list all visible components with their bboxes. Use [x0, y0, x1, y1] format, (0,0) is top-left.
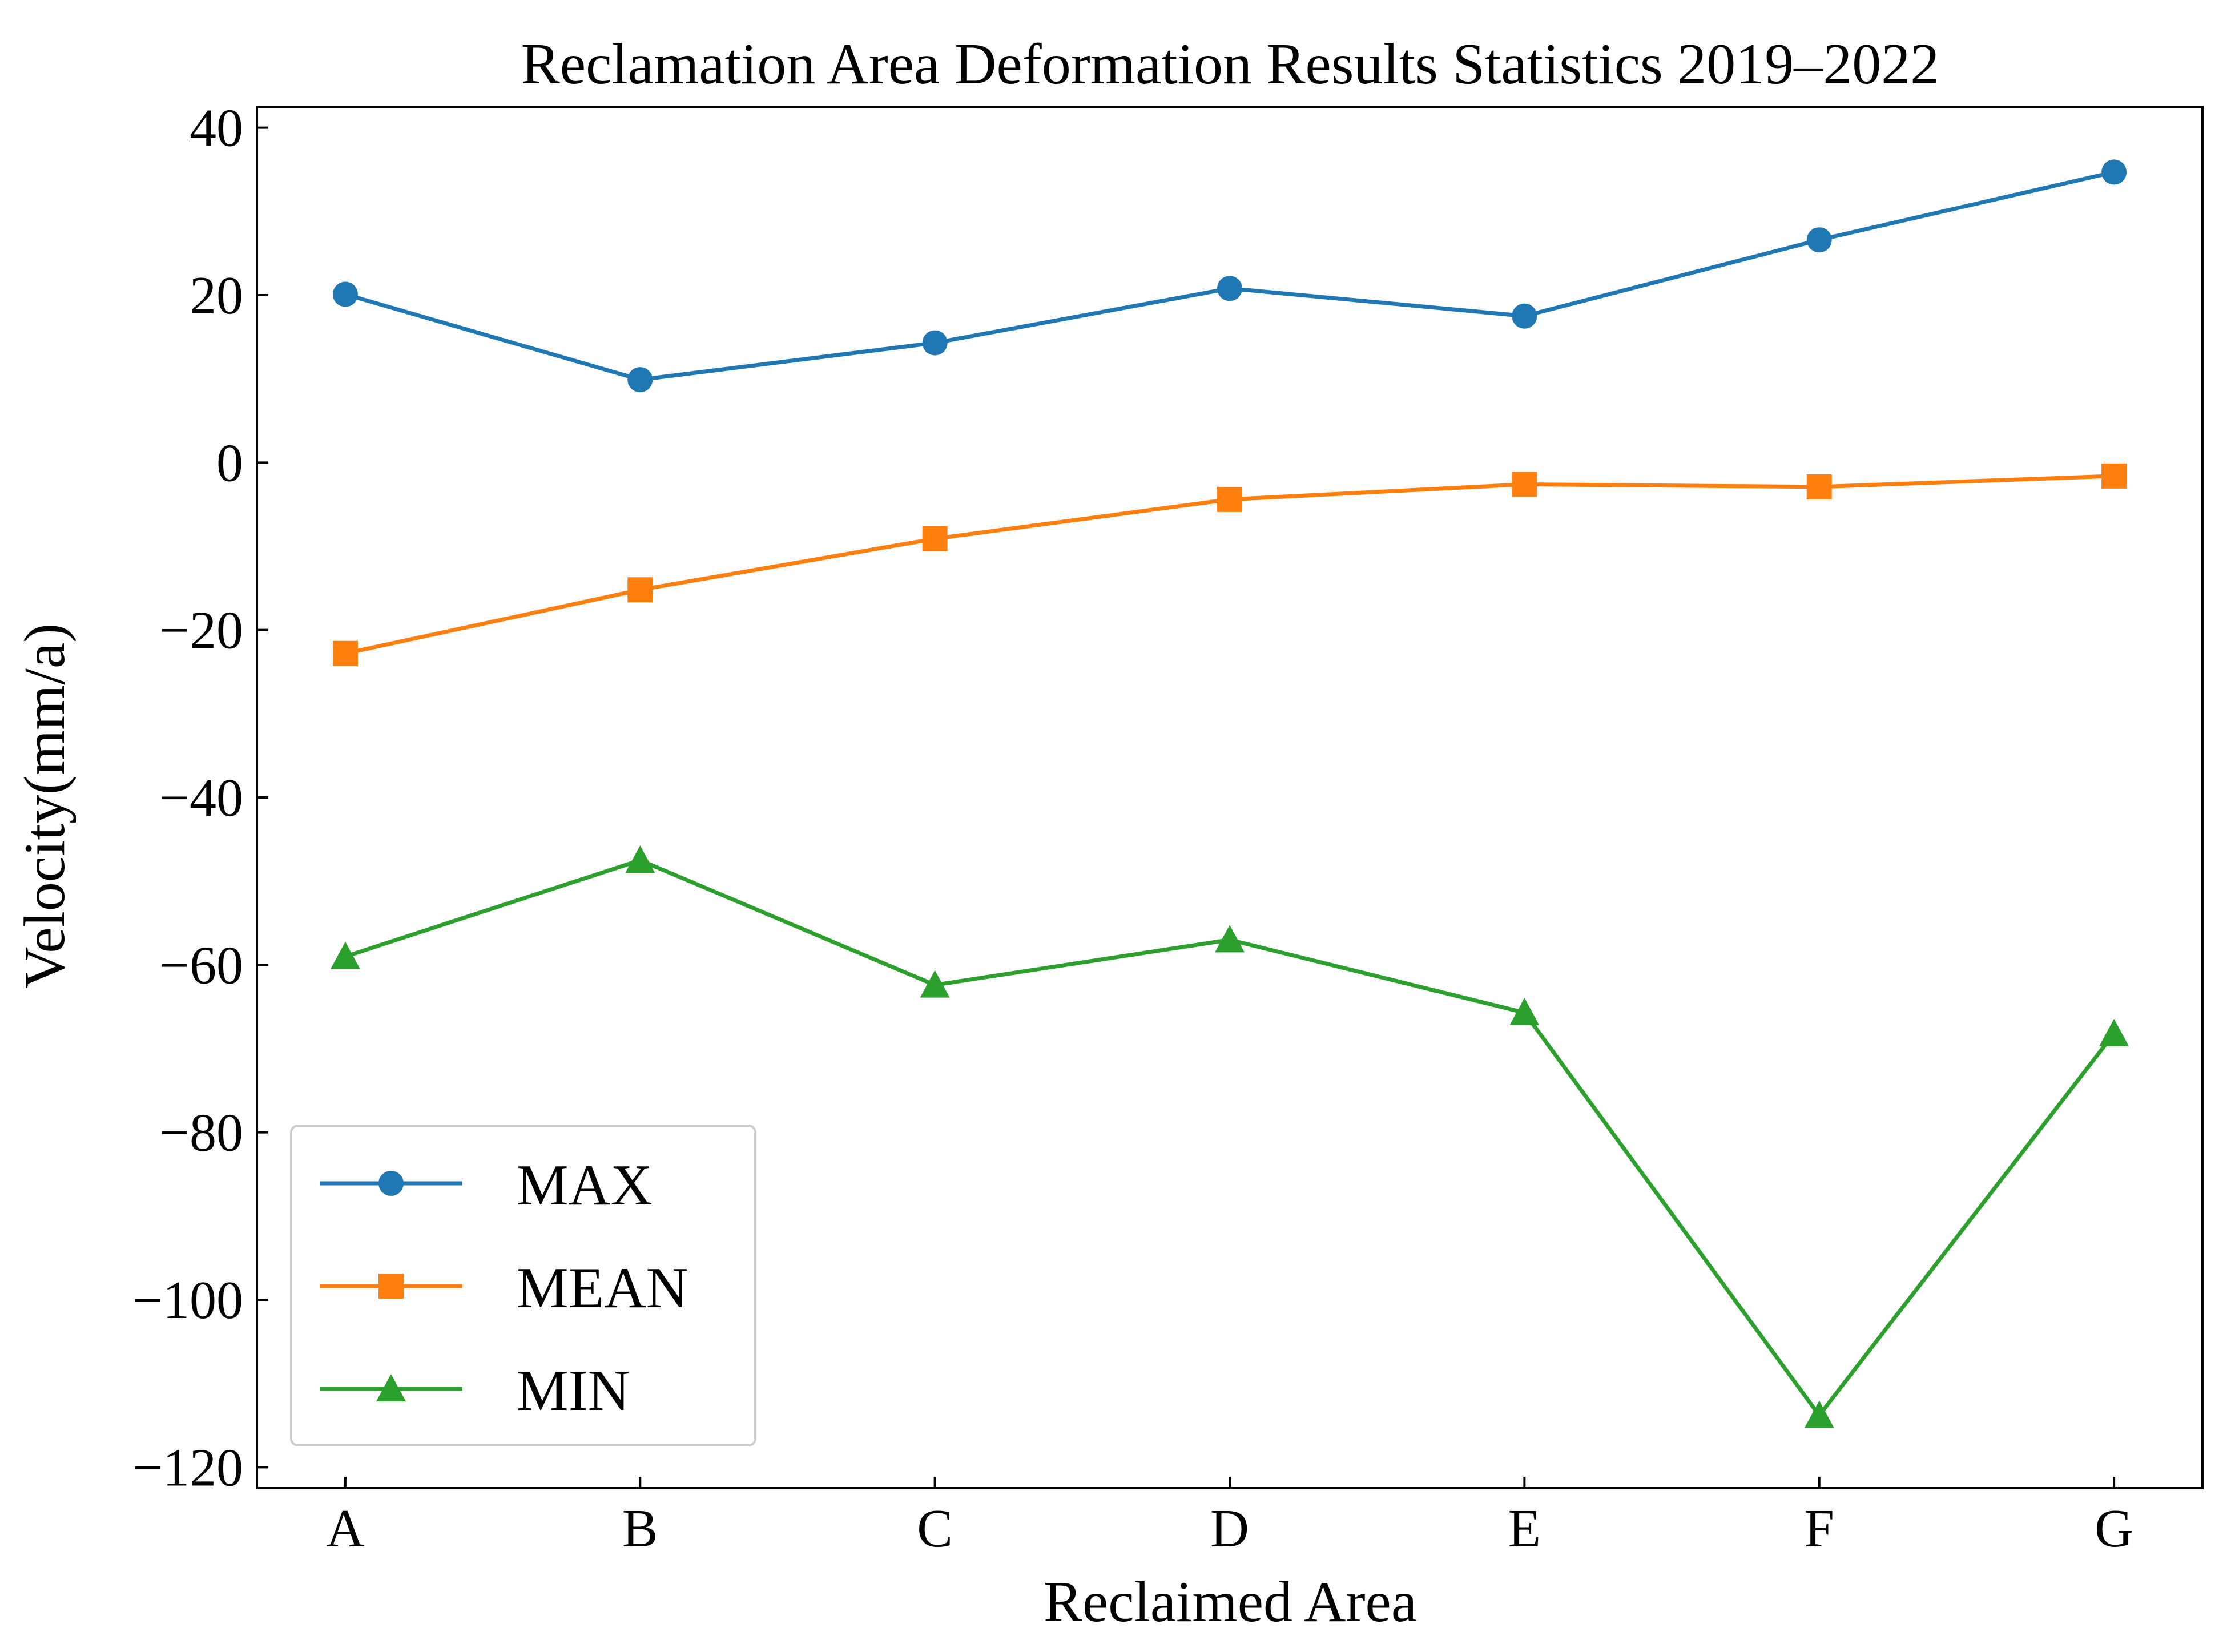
point-max-g	[2101, 159, 2127, 185]
legend: MAX MEAN MIN	[290, 1125, 756, 1446]
legend-label-mean: MEAN	[517, 1256, 688, 1320]
y-tick-label: 20	[190, 266, 243, 325]
point-mean-d	[1217, 486, 1242, 512]
x-tick-label: F	[1805, 1499, 1834, 1558]
point-mean-a	[332, 640, 358, 666]
x-tick-label: D	[1210, 1499, 1249, 1558]
point-min-f	[1804, 1400, 1834, 1428]
axes-frame	[256, 106, 2204, 1489]
x-tick-label: B	[622, 1499, 658, 1558]
point-min-b	[625, 845, 655, 873]
plot-area: 40 20 0 −20 −40 −60 −80 −100 −120 A B C D E F G	[132, 99, 2204, 1558]
point-min-a	[330, 941, 360, 969]
y-tick-label: −20	[159, 601, 243, 660]
point-max-c	[922, 330, 948, 356]
point-mean-f	[1806, 474, 1832, 499]
point-max-b	[627, 367, 653, 393]
legend-label-min: MIN	[517, 1359, 630, 1423]
point-mean-g	[2101, 463, 2127, 489]
y-tick-label: 0	[216, 433, 243, 493]
y-tick-label: 40	[190, 99, 243, 158]
point-max-a	[332, 281, 358, 307]
point-min-g	[2099, 1018, 2129, 1046]
point-min-c	[920, 970, 950, 998]
point-mean-c	[922, 526, 948, 551]
point-max-d	[1217, 276, 1242, 301]
point-max-f	[1806, 227, 1832, 253]
point-max-e	[1512, 303, 1537, 329]
legend-marker-max	[378, 1171, 404, 1196]
y-tick-label: −60	[159, 936, 243, 995]
chart-title: Reclamation Area Deformation Results Sta…	[521, 32, 1939, 96]
y-tick-label: −100	[132, 1271, 243, 1330]
point-mean-e	[1512, 472, 1537, 497]
legend-marker-min	[376, 1374, 406, 1402]
y-axis-label: Velocity(mm/a)	[13, 623, 77, 989]
y-tick-label: −120	[132, 1438, 243, 1497]
point-mean-b	[627, 577, 653, 603]
x-axis-label: Reclaimed Area	[1044, 1570, 1417, 1634]
legend-label-max: MAX	[517, 1153, 653, 1218]
x-tick-label: E	[1508, 1499, 1541, 1558]
point-min-e	[1509, 997, 1540, 1026]
point-min-d	[1215, 925, 1245, 953]
y-tick-label: −80	[159, 1103, 243, 1163]
legend-box	[290, 1125, 756, 1446]
x-tick-label: G	[2095, 1499, 2133, 1558]
y-tick-label: −40	[159, 768, 243, 828]
x-tick-label: C	[917, 1499, 953, 1558]
x-tick-label: A	[326, 1499, 365, 1558]
legend-marker-mean	[378, 1274, 404, 1299]
